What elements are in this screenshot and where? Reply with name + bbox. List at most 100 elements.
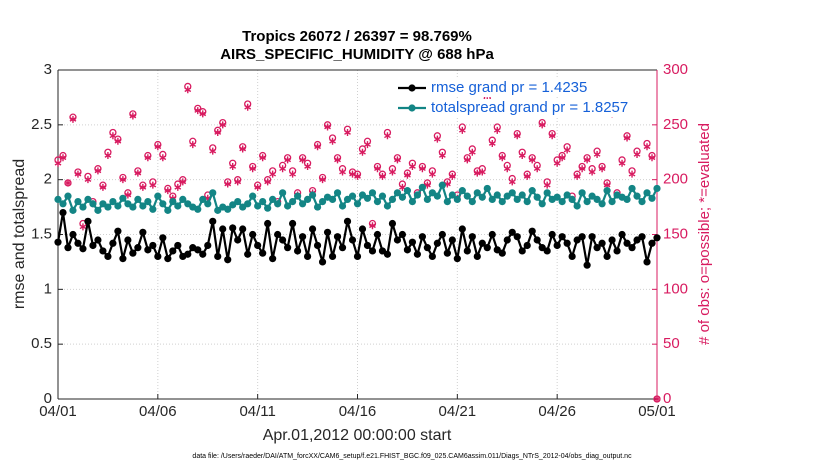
data-point xyxy=(94,236,102,244)
data-point xyxy=(239,225,247,233)
obs-evaluated-marker xyxy=(523,172,531,180)
legend-marker xyxy=(408,84,416,92)
obs-evaluated-marker xyxy=(404,171,411,179)
obs-evaluated-marker xyxy=(503,165,511,173)
data-point xyxy=(139,228,147,236)
obs-evaluated-marker xyxy=(369,222,376,230)
obs-evaluated-marker xyxy=(214,129,222,137)
y2-tick-label: 150 xyxy=(663,225,688,242)
data-point xyxy=(468,198,476,206)
obs-evaluated-marker xyxy=(513,132,521,140)
data-point xyxy=(623,195,631,204)
data-point xyxy=(503,236,511,244)
data-point xyxy=(229,224,237,232)
obs-evaluated-marker xyxy=(259,154,267,162)
obs-evaluated-marker xyxy=(64,179,72,187)
data-point xyxy=(169,247,177,255)
data-point xyxy=(428,252,436,261)
data-point xyxy=(333,189,342,197)
obs-evaluated-marker xyxy=(653,395,661,403)
data-point xyxy=(393,236,402,244)
data-point xyxy=(114,202,122,210)
data-point xyxy=(423,195,431,204)
data-point xyxy=(493,191,501,199)
obs-evaluated-marker xyxy=(329,137,336,145)
obs-evaluated-marker xyxy=(344,129,351,137)
obs-evaluated-marker xyxy=(468,148,476,156)
data-point xyxy=(408,238,417,246)
data-point xyxy=(74,239,82,247)
obs-evaluated-marker xyxy=(593,150,601,158)
obs-evaluated-marker xyxy=(628,170,636,178)
data-point xyxy=(194,246,202,254)
obs-evaluated-marker xyxy=(493,126,501,134)
data-point xyxy=(598,239,606,247)
data-point xyxy=(473,252,481,261)
data-point xyxy=(338,244,347,252)
legend-background xyxy=(396,99,646,117)
data-point xyxy=(398,230,407,239)
obs-evaluated-marker xyxy=(399,183,406,191)
data-point xyxy=(308,225,317,233)
obs-evaluated-marker xyxy=(488,139,496,147)
obs-evaluated-marker xyxy=(623,134,631,142)
legend-background xyxy=(396,79,646,97)
data-point xyxy=(383,202,392,210)
data-point xyxy=(333,233,342,241)
data-point xyxy=(69,206,77,214)
data-point xyxy=(343,217,352,225)
data-point xyxy=(553,241,561,250)
data-point xyxy=(388,219,397,228)
data-point xyxy=(328,252,337,261)
data-point xyxy=(303,252,312,261)
obs-evaluated-marker xyxy=(69,115,77,123)
data-point xyxy=(608,236,616,244)
data-point xyxy=(94,206,102,214)
data-point xyxy=(59,200,67,208)
obs-evaluated-marker xyxy=(154,143,162,151)
data-point xyxy=(204,241,212,250)
data-point xyxy=(279,189,287,197)
data-point xyxy=(648,239,656,247)
data-point xyxy=(478,193,486,201)
obs-evaluated-marker xyxy=(354,172,361,180)
data-point xyxy=(174,241,182,250)
obs-evaluated-marker xyxy=(428,170,436,178)
data-point xyxy=(483,244,491,252)
obs-evaluated-marker xyxy=(174,183,182,191)
obs-evaluated-marker xyxy=(498,154,506,162)
data-point xyxy=(264,204,272,212)
obs-evaluated-marker xyxy=(249,165,257,173)
data-point xyxy=(348,236,357,244)
data-point xyxy=(613,247,621,255)
data-point xyxy=(119,255,127,263)
x-tick-label: 04/26 xyxy=(538,403,576,420)
obs-evaluated-marker xyxy=(234,178,242,186)
obs-evaluated-marker xyxy=(79,223,87,231)
data-point xyxy=(478,239,486,247)
obs-evaluated-marker xyxy=(339,168,346,176)
obs-evaluated-marker xyxy=(364,141,371,149)
obs-evaluated-marker xyxy=(289,170,296,178)
legend-marker xyxy=(408,104,416,112)
data-point xyxy=(533,236,541,244)
data-point xyxy=(289,219,297,228)
data-point xyxy=(433,239,441,247)
data-point xyxy=(528,227,536,235)
data-point xyxy=(448,191,456,199)
data-point xyxy=(164,255,172,263)
obs-evaluated-marker xyxy=(179,178,187,186)
data-point xyxy=(438,230,446,239)
obs-evaluated-marker xyxy=(139,183,147,191)
data-point xyxy=(269,255,277,263)
y-tick-label: 1 xyxy=(44,280,52,297)
obs-evaluated-marker xyxy=(129,112,137,120)
data-point xyxy=(214,252,222,261)
data-point xyxy=(638,233,646,241)
data-point xyxy=(558,233,566,241)
data-point xyxy=(463,192,471,200)
y2-tick-label: 300 xyxy=(663,61,688,78)
data-point xyxy=(413,191,421,199)
data-point xyxy=(443,249,451,257)
data-point xyxy=(653,184,661,193)
